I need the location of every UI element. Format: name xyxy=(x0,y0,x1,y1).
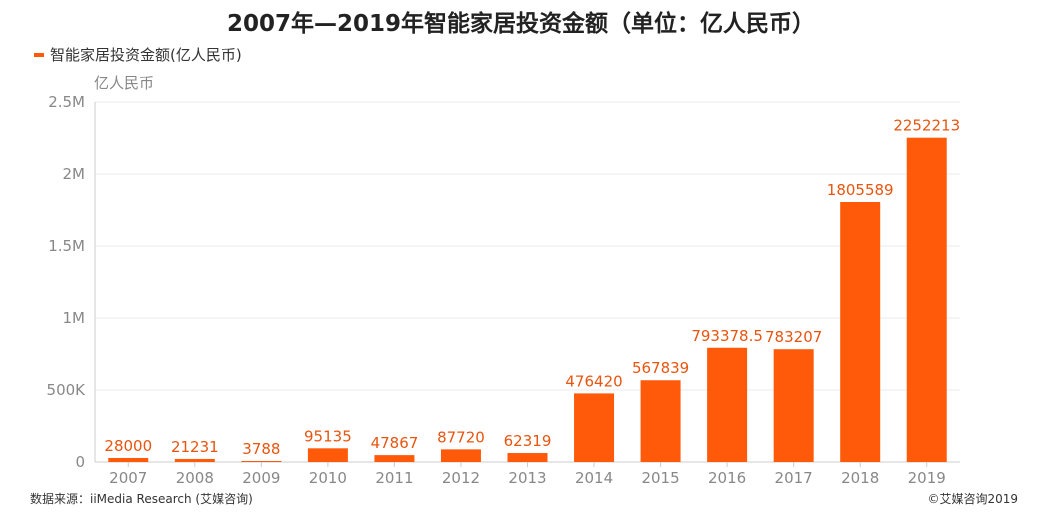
bar-2009 xyxy=(241,461,282,462)
x-tick-label-2009: 2009 xyxy=(242,469,280,487)
bar-2011 xyxy=(374,455,415,462)
chart-title: 2007年—2019年智能家居投资金额（单位：亿人民币） xyxy=(226,11,816,37)
x-tick-label-2008: 2008 xyxy=(176,469,214,487)
x-tick-label-2014: 2014 xyxy=(575,469,613,487)
data-label-2014: 476420 xyxy=(565,372,622,390)
legend: 智能家居投资金额(亿人民币) xyxy=(34,44,242,65)
data-label-2013: 62319 xyxy=(504,432,552,450)
data-label-2011: 47867 xyxy=(371,434,419,452)
x-tick-label-2019: 2019 xyxy=(908,469,946,487)
data-label-2007: 28000 xyxy=(104,437,152,455)
y-tick-label: 1M xyxy=(63,309,86,327)
bar-2014 xyxy=(574,393,615,462)
data-label-2018: 1805589 xyxy=(827,181,894,199)
x-tick-label-2011: 2011 xyxy=(375,469,413,487)
x-tick-label-2016: 2016 xyxy=(708,469,746,487)
data-label-2016: 793378.5 xyxy=(691,327,763,345)
x-tick-label-2012: 2012 xyxy=(442,469,480,487)
data-label-2012: 87720 xyxy=(437,428,485,446)
data-label-2015: 567839 xyxy=(632,359,689,377)
bar-2007 xyxy=(108,457,149,462)
x-tick-label-2015: 2015 xyxy=(641,469,679,487)
bar-2015 xyxy=(640,380,681,462)
bar-2012 xyxy=(440,449,481,462)
copyright-note: ©艾媒咨询2019 xyxy=(927,492,1018,506)
y-tick-label: 2.5M xyxy=(48,93,85,111)
x-tick-label-2007: 2007 xyxy=(109,469,147,487)
data-label-2009: 3788 xyxy=(242,440,280,458)
y-tick-label: 0 xyxy=(75,453,85,471)
bar-2008 xyxy=(174,458,215,462)
y-axis-unit-label: 亿人民币 xyxy=(94,74,155,92)
data-label-2019: 2252213 xyxy=(893,117,960,135)
bar-2017 xyxy=(773,349,814,462)
data-label-2008: 21231 xyxy=(171,438,219,456)
bar-2018 xyxy=(840,201,881,462)
legend-swatch xyxy=(34,52,44,57)
x-tick-label-2018: 2018 xyxy=(841,469,879,487)
bar-2010 xyxy=(307,448,348,462)
x-tick-label-2010: 2010 xyxy=(309,469,347,487)
legend-label: 智能家居投资金额(亿人民币) xyxy=(50,46,242,64)
source-note: 数据来源：iiMedia Research (艾媒咨询) xyxy=(30,492,253,506)
bar-2016 xyxy=(707,347,748,462)
x-tick-label-2017: 2017 xyxy=(775,469,813,487)
y-tick-label: 1.5M xyxy=(48,237,85,255)
bar-2019 xyxy=(906,137,947,462)
data-label-2017: 783207 xyxy=(765,328,822,346)
y-tick-label: 2M xyxy=(63,165,86,183)
data-label-2010: 95135 xyxy=(304,427,352,445)
y-tick-label: 500K xyxy=(47,381,87,399)
bar-2013 xyxy=(507,453,548,462)
x-tick-label-2013: 2013 xyxy=(508,469,546,487)
